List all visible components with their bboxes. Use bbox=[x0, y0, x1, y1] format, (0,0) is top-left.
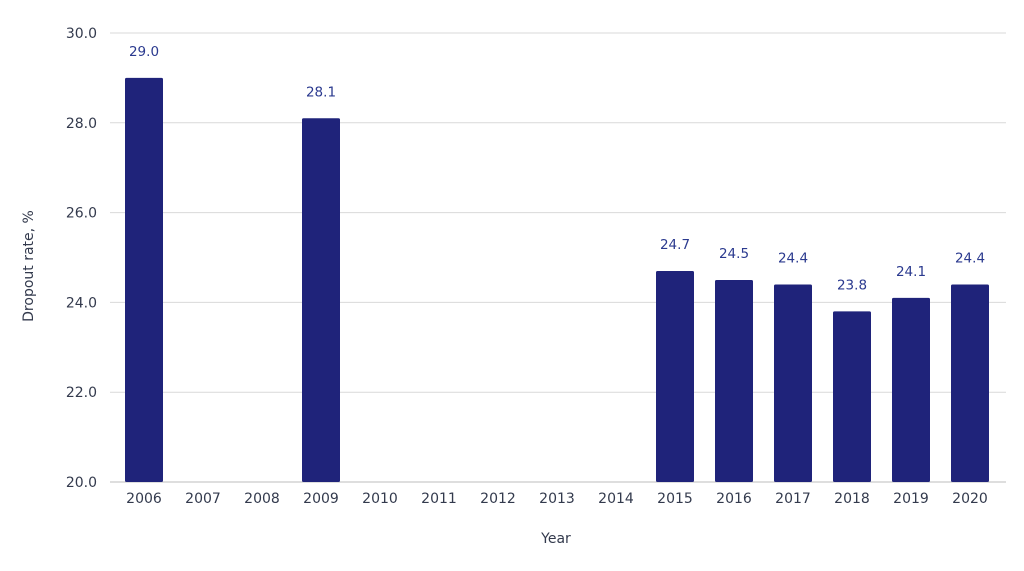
grid-lines bbox=[110, 32, 1006, 483]
data-label-2016: 24.5 bbox=[719, 246, 749, 262]
data-label-2020: 24.4 bbox=[955, 250, 985, 266]
data-label-2017: 24.4 bbox=[778, 250, 808, 266]
y-tick-label: 20.0 bbox=[66, 475, 97, 491]
x-tick-label: 2016 bbox=[716, 491, 752, 507]
x-axis-title: Year bbox=[540, 531, 571, 547]
bar-2006 bbox=[125, 77, 163, 483]
bar-2018 bbox=[833, 311, 871, 482]
x-tick-label: 2009 bbox=[303, 491, 339, 507]
bar-2020 bbox=[951, 284, 989, 482]
data-label-2006: 29.0 bbox=[129, 44, 159, 60]
data-label-2015: 24.7 bbox=[660, 237, 690, 253]
data-label-2009: 28.1 bbox=[306, 84, 336, 100]
y-axis-title: Dropout rate, % bbox=[21, 210, 37, 322]
y-tick-label: 30.0 bbox=[66, 26, 97, 42]
x-tick-label: 2017 bbox=[775, 491, 811, 507]
x-tick-label: 2011 bbox=[421, 491, 457, 507]
bar-2016 bbox=[715, 279, 753, 482]
data-label-2018: 23.8 bbox=[837, 277, 867, 293]
y-tick-label: 28.0 bbox=[66, 116, 97, 132]
x-tick-label: 2013 bbox=[539, 491, 575, 507]
x-axis-ticks: 2006 2007 2008 2009 2010 2011 2012 2013 2014 2015… bbox=[126, 491, 988, 507]
bar-2017 bbox=[774, 284, 812, 482]
x-tick-label: 2012 bbox=[480, 491, 516, 507]
bars bbox=[125, 77, 989, 483]
x-tick-label: 2008 bbox=[244, 491, 280, 507]
x-tick-label: 2019 bbox=[893, 491, 929, 507]
x-tick-label: 2006 bbox=[126, 491, 162, 507]
x-tick-label: 2015 bbox=[657, 491, 693, 507]
y-tick-label: 24.0 bbox=[66, 295, 97, 311]
y-axis-ticks: 20.0 22.0 24.0 26.0 28.0 30.0 bbox=[66, 26, 97, 491]
x-tick-label: 2014 bbox=[598, 491, 634, 507]
bar-2015 bbox=[656, 270, 694, 482]
y-tick-label: 26.0 bbox=[66, 206, 97, 222]
y-tick-label: 22.0 bbox=[66, 385, 97, 401]
x-tick-label: 2007 bbox=[185, 491, 221, 507]
data-label-2019: 24.1 bbox=[896, 264, 926, 280]
bar-2009 bbox=[302, 118, 340, 482]
data-labels: 29.0 28.1 24.7 24.5 24.4 23.8 24.1 24.4 bbox=[129, 44, 985, 293]
x-tick-label: 2010 bbox=[362, 491, 398, 507]
bar-2019 bbox=[892, 297, 930, 482]
x-tick-label: 2018 bbox=[834, 491, 870, 507]
x-tick-label: 2020 bbox=[952, 491, 988, 507]
